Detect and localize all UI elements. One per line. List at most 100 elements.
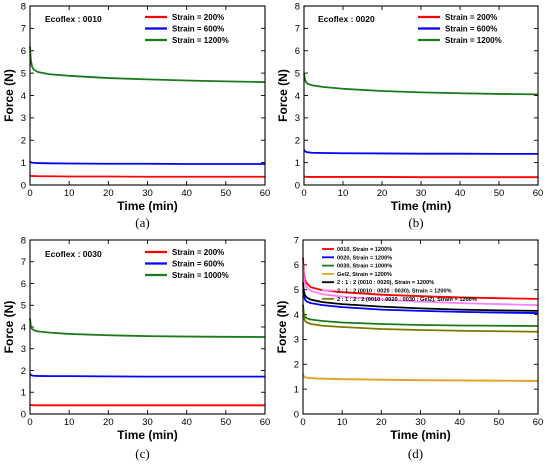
y-axis-label: Force (N) bbox=[276, 69, 290, 122]
series-line bbox=[29, 160, 265, 165]
y-tick-label: 5 bbox=[294, 285, 299, 296]
y-tick-label: 7 bbox=[295, 24, 300, 35]
series-line bbox=[29, 174, 265, 178]
x-tick-label: 30 bbox=[142, 188, 153, 199]
series-line bbox=[303, 73, 539, 96]
legend-label: 0010, Strain = 1200% bbox=[337, 247, 392, 253]
x-tick-label: 10 bbox=[64, 188, 75, 199]
x-tick-label: 30 bbox=[142, 417, 153, 428]
y-tick-label: 4 bbox=[21, 322, 26, 333]
x-tick-label: 60 bbox=[533, 417, 544, 428]
y-tick-label: 7 bbox=[294, 235, 299, 246]
series-line bbox=[303, 149, 538, 155]
x-tick-label: 40 bbox=[454, 417, 465, 428]
legend-label: Strain = 200% bbox=[172, 13, 224, 22]
x-tick-label: 0 bbox=[301, 188, 306, 199]
y-tick-label: 6 bbox=[294, 260, 299, 271]
legend-label: Gel2, Strain = 1200% bbox=[337, 272, 392, 278]
series-line bbox=[29, 318, 266, 338]
chart-svg: 0 10 20 30 40 50 60 0 1 2 3 4 5 6 7 8 Ecoflex : 0020 Stra… bbox=[276, 1, 544, 230]
x-tick-label: 50 bbox=[221, 188, 232, 199]
plot-frame bbox=[302, 239, 539, 415]
y-tick-label: 2 bbox=[21, 136, 26, 147]
y-tick-label: 3 bbox=[21, 344, 26, 355]
x-tick-label: 20 bbox=[103, 188, 114, 199]
y-tick-label: 3 bbox=[294, 335, 299, 346]
y-tick-label: 5 bbox=[295, 68, 300, 79]
legend-label: Strain = 600% bbox=[445, 25, 497, 34]
legend-label: Strain = 1000% bbox=[172, 271, 229, 280]
plot-frame bbox=[29, 239, 266, 415]
x-tick-label: 40 bbox=[181, 188, 192, 199]
x-tick-label: 50 bbox=[494, 188, 505, 199]
y-tick-label: 1 bbox=[21, 158, 26, 169]
y-tick-label: 1 bbox=[294, 384, 299, 395]
chart-panel-b: 0 10 20 30 40 50 60 0 1 2 3 4 5 6 7 8 Ecoflex : 0020 Stra… bbox=[275, 0, 550, 233]
x-tick-label: 10 bbox=[64, 417, 75, 428]
legend-label: 0020, Strain = 1200% bbox=[337, 255, 392, 261]
x-axis-label: Time (min) bbox=[117, 199, 177, 213]
legend-label: 2 : 1 : 2 (0010 : 0020), Strain = 1200% bbox=[337, 280, 434, 286]
panel-caption: (b) bbox=[408, 215, 423, 230]
chart-panel-a: 0 10 20 30 40 50 60 0 1 2 3 4 5 6 7 8 Ecoflex : 0010 Stra… bbox=[0, 0, 275, 233]
y-tick-label: 7 bbox=[21, 24, 26, 35]
x-tick-label: 60 bbox=[260, 188, 271, 199]
x-tick-label: 30 bbox=[416, 188, 427, 199]
y-tick-label: 6 bbox=[21, 279, 26, 290]
x-tick-label: 50 bbox=[494, 417, 505, 428]
y-tick-label: 1 bbox=[295, 158, 300, 169]
y-tick-label: 4 bbox=[21, 91, 26, 102]
y-tick-label: 4 bbox=[295, 91, 300, 102]
chart-title: Ecoflex : 0010 bbox=[45, 14, 102, 24]
y-tick-label: 2 bbox=[21, 366, 26, 377]
panel-caption: (d) bbox=[408, 446, 423, 461]
panel-caption: (a) bbox=[135, 215, 149, 230]
legend-label: 0030, Strain = 1000% bbox=[337, 264, 392, 270]
series-line bbox=[302, 309, 539, 333]
chart-panel-c: 0 10 20 30 40 50 60 0 1 2 3 4 5 6 7 8 Ecoflex : 0030 Stra… bbox=[0, 233, 275, 467]
x-tick-label: 20 bbox=[103, 417, 114, 428]
legend-label: 2 : 1 : 2 (0010 : 0020 : 0030), Strain =… bbox=[337, 289, 452, 295]
x-tick-label: 20 bbox=[377, 188, 388, 199]
series-line bbox=[302, 264, 539, 307]
x-tick-label: 0 bbox=[27, 417, 32, 428]
y-tick-label: 3 bbox=[295, 113, 300, 124]
chart-title: Ecoflex : 0020 bbox=[318, 14, 375, 24]
x-tick-label: 60 bbox=[260, 417, 271, 428]
legend-label: Strain = 200% bbox=[172, 248, 224, 257]
x-tick-label: 10 bbox=[337, 417, 348, 428]
legend-label: Strain = 1200% bbox=[172, 36, 229, 45]
y-tick-label: 8 bbox=[21, 235, 26, 246]
plot-frame bbox=[303, 5, 539, 186]
y-tick-label: 6 bbox=[295, 46, 300, 57]
y-tick-label: 7 bbox=[21, 257, 26, 268]
series-line bbox=[302, 304, 539, 327]
x-tick-label: 10 bbox=[338, 188, 349, 199]
plot-frame bbox=[29, 5, 266, 186]
x-tick-label: 30 bbox=[415, 417, 426, 428]
x-tick-label: 50 bbox=[221, 417, 232, 428]
panel-caption: (c) bbox=[135, 446, 149, 461]
x-tick-label: 20 bbox=[376, 417, 387, 428]
y-tick-label: 0 bbox=[294, 409, 299, 420]
x-axis-label: Time (min) bbox=[390, 428, 450, 442]
y-tick-label: 5 bbox=[21, 68, 26, 79]
chart-svg: 0 10 20 30 40 50 60 0 1 2 3 4 5 6 7 8 Ecoflex : 0030 Stra… bbox=[2, 235, 271, 461]
y-axis-label: Force (N) bbox=[2, 301, 16, 354]
legend-label: Strain = 600% bbox=[172, 25, 224, 34]
y-tick-label: 8 bbox=[295, 1, 300, 12]
x-axis-label: Time (min) bbox=[117, 428, 177, 442]
series-line bbox=[302, 373, 539, 382]
y-axis-label: Force (N) bbox=[275, 301, 289, 354]
y-tick-label: 3 bbox=[21, 113, 26, 124]
y-tick-label: 2 bbox=[295, 136, 300, 147]
y-tick-label: 5 bbox=[21, 301, 26, 312]
x-tick-label: 0 bbox=[27, 188, 32, 199]
y-tick-label: 0 bbox=[21, 409, 26, 420]
y-tick-label: 0 bbox=[295, 180, 300, 191]
legend-label: Strain = 200% bbox=[445, 13, 497, 22]
x-tick-label: 60 bbox=[533, 188, 544, 199]
chart-svg: 0 10 20 30 40 50 60 0 1 2 3 4 5 6 7 0010, Strain = 1200… bbox=[275, 235, 544, 461]
series-line bbox=[302, 289, 539, 314]
x-tick-label: 0 bbox=[300, 417, 305, 428]
